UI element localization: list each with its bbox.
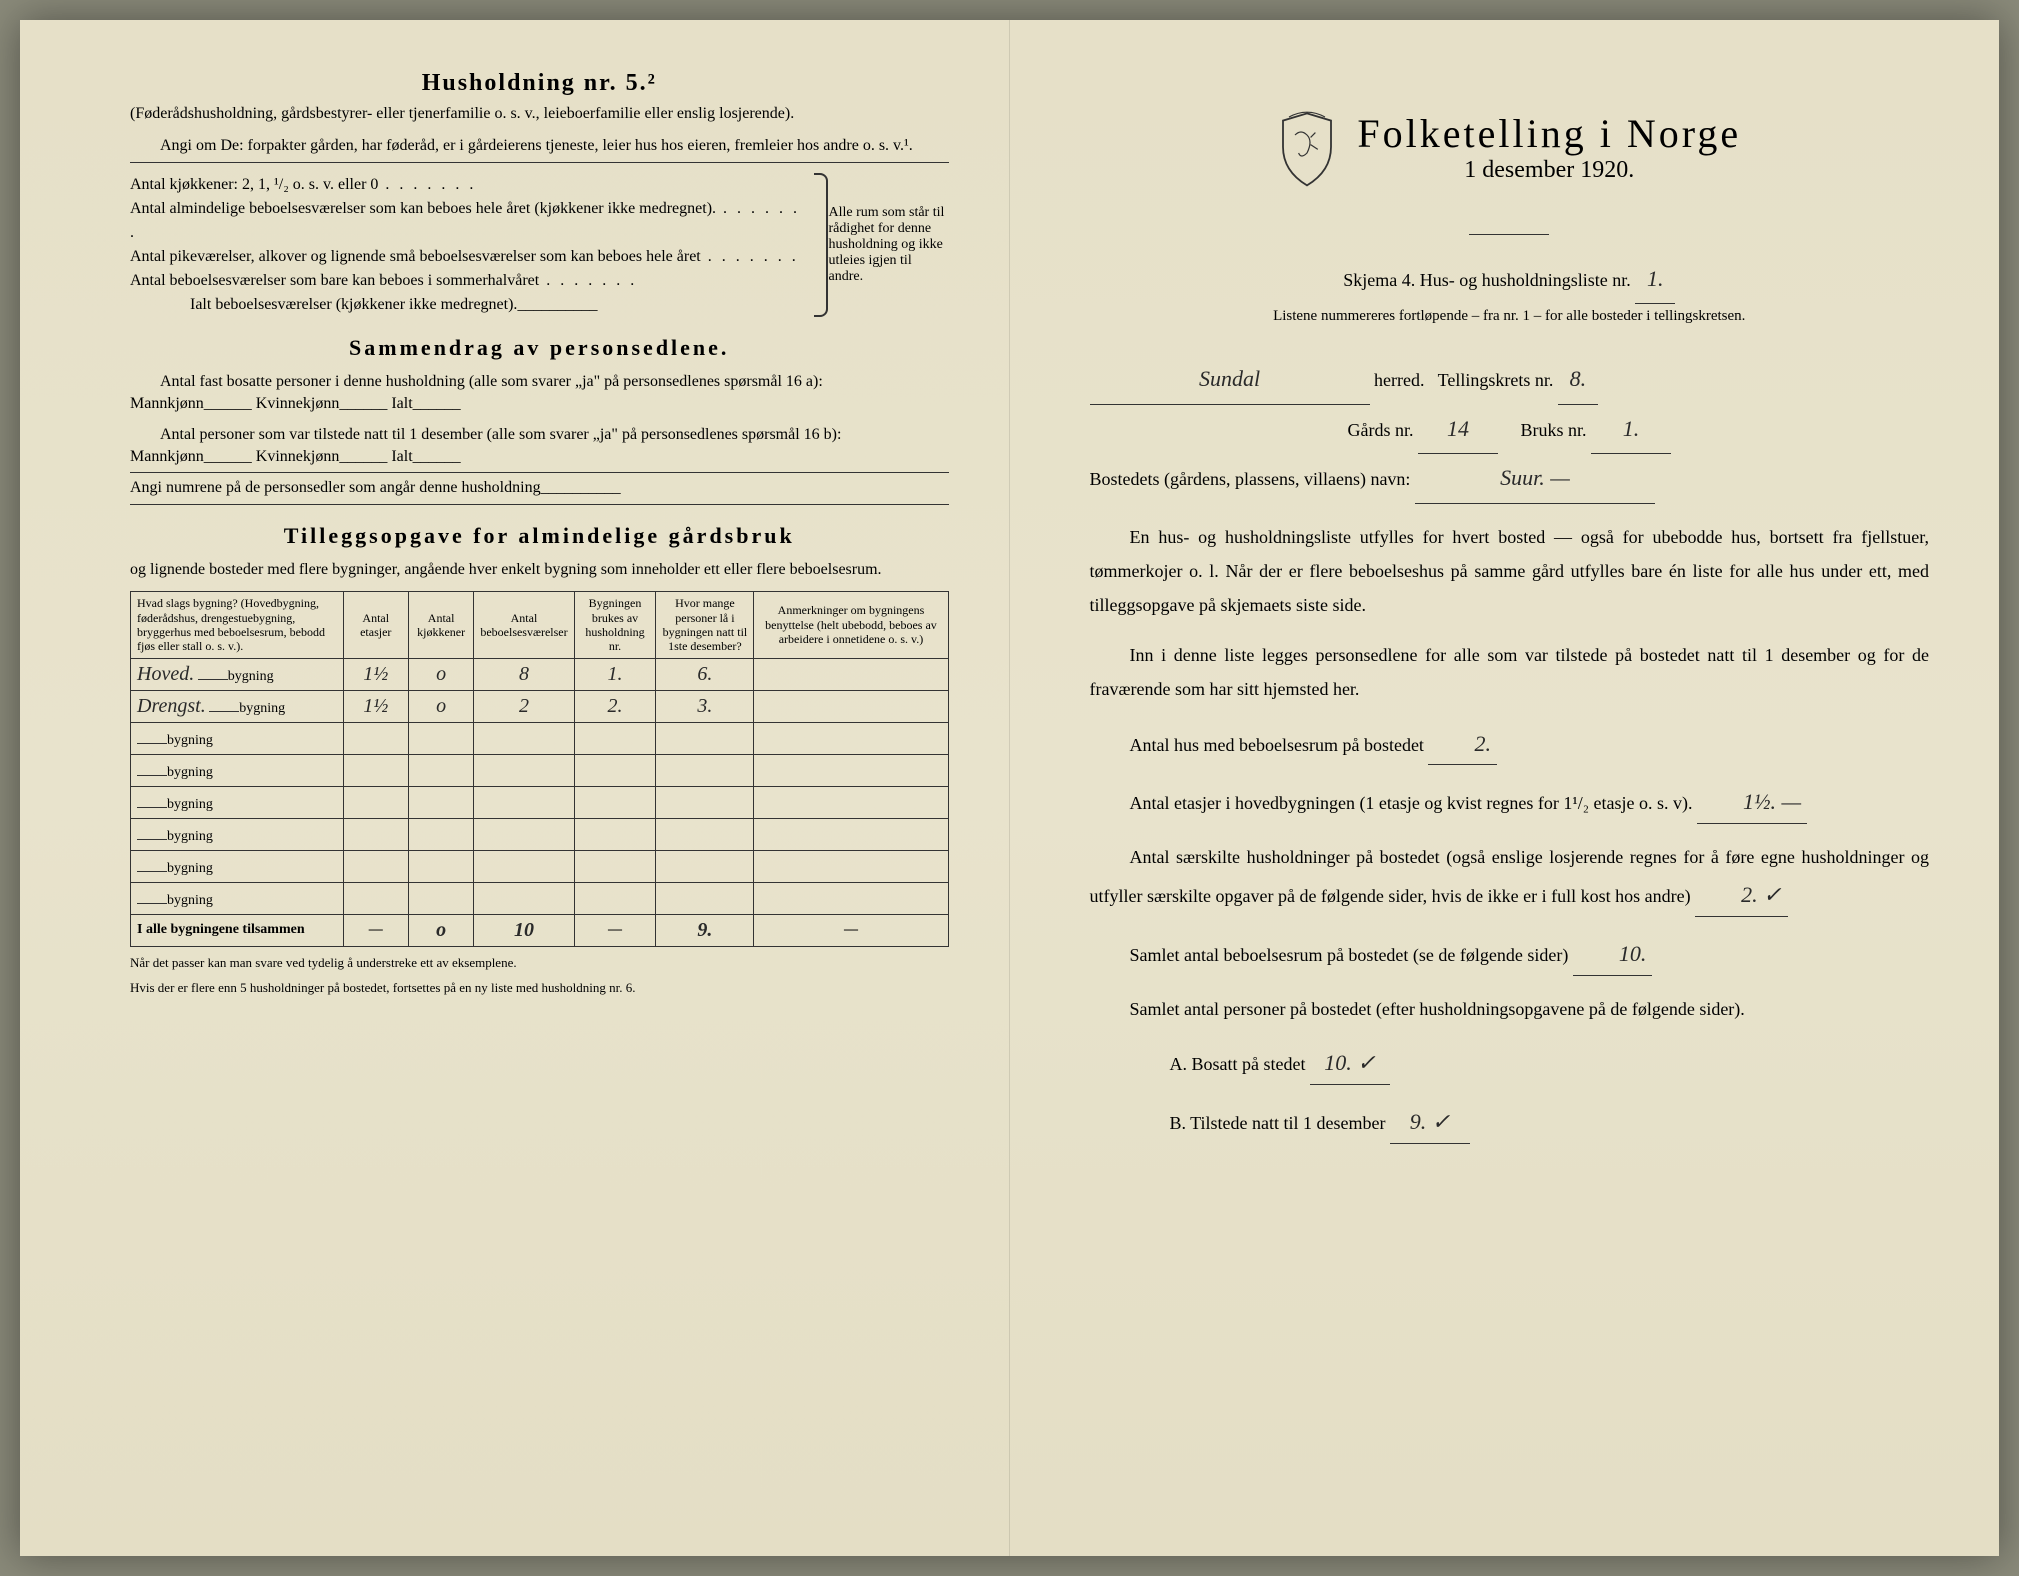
footer-remarks: — — [754, 914, 948, 946]
tellingskrets-nr: 8. — [1558, 355, 1598, 404]
qB: B. Tilstede natt til 1 desember 9. ✓ — [1090, 1101, 1930, 1144]
footer-label: I alle bygningene tilsammen — [131, 914, 344, 946]
q1-val: 2. — [1428, 723, 1497, 766]
room-line-2: Antal pikeværelser, alkover og lignende … — [130, 245, 809, 269]
table-row: bygning — [131, 882, 949, 914]
skjema-line: Skjema 4. Hus- og husholdningsliste nr. … — [1090, 255, 1930, 304]
q4: Samlet antal beboelsesrum på bostedet (s… — [1090, 933, 1930, 976]
table-row: bygning — [131, 754, 949, 786]
tillegg-title: Tilleggsopgave for almindelige gårdsbruk — [130, 523, 949, 549]
qB-val: 9. ✓ — [1390, 1101, 1470, 1144]
para1: En hus- og husholdningsliste utfylles fo… — [1090, 520, 1930, 623]
table-row: Hoved. bygning 1½ o 8 1. 6. — [131, 658, 949, 690]
herred-name: Sundal — [1090, 355, 1370, 404]
q4-val: 10. — [1573, 933, 1653, 976]
footnote-2: Hvis der er flere enn 5 husholdninger på… — [130, 980, 949, 997]
right-page: Folketelling i Norge 1 desember 1920. Sk… — [1010, 20, 2000, 1556]
footer-etasjer: — — [343, 914, 408, 946]
q5: Samlet antal personer på bostedet (efter… — [1090, 992, 1930, 1026]
angi-numrene: Angi numrene på de personsedler som angå… — [130, 477, 949, 499]
th-0: Hvad slags bygning? (Hovedbygning, føder… — [131, 592, 344, 659]
divider — [130, 472, 949, 473]
th-5: Hvor mange personer lå i bygningen natt … — [656, 592, 754, 659]
table-row: Drengst. bygning 1½ o 2 2. 3. — [131, 690, 949, 722]
sammendrag-title: Sammendrag av personsedlene. — [130, 335, 949, 361]
room-line-1: Antal almindelige beboelsesværelser som … — [130, 197, 809, 245]
divider — [130, 162, 949, 163]
bosted-name: Suur. — — [1415, 454, 1655, 503]
th-4: Bygningen brukes av husholdning nr. — [574, 592, 656, 659]
main-title: Folketelling i Norge — [1357, 110, 1741, 157]
sub-date: 1 desember 1920. — [1357, 157, 1741, 184]
table-row: bygning — [131, 818, 949, 850]
qA-val: 10. ✓ — [1310, 1042, 1390, 1085]
th-6: Anmerkninger om bygningens benyttelse (h… — [754, 592, 948, 659]
brace-note: Alle rum som står til rådighet for denne… — [809, 173, 949, 317]
bygning-table: Hvad slags bygning? (Hovedbygning, føder… — [130, 591, 949, 947]
kitchen-line: Antal kjøkkener: 2, 1, ¹/₂ o. s. v. elle… — [130, 173, 809, 197]
listene-note: Listene nummereres fortløpende – fra nr.… — [1090, 308, 1930, 325]
footer-kjokken: o — [408, 914, 473, 946]
q2: Antal etasjer i hovedbygningen (1 etasje… — [1090, 781, 1930, 824]
room-line-3: Antal beboelsesværelser som bare kan beb… — [130, 269, 809, 293]
footer-hushold: — — [574, 914, 656, 946]
footer-persons: 9. — [656, 914, 754, 946]
q1: Antal hus med beboelsesrum på bostedet 2… — [1090, 723, 1930, 766]
ialt-line: Ialt beboelsesværelser (kjøkkener ikke m… — [130, 293, 809, 317]
angi-text: Angi om De: forpakter gården, har føderå… — [130, 135, 949, 157]
sammendrag-p1: Antal fast bosatte personer i denne hush… — [130, 371, 949, 416]
q2-val: 1½. — — [1697, 781, 1807, 824]
document-spread: Husholdning nr. 5.² (Føderådshusholdning… — [20, 20, 1999, 1556]
th-2: Antal kjøkkener — [408, 592, 473, 659]
footnote-1: Når det passer kan man svare ved tydelig… — [130, 955, 949, 972]
q3: Antal særskilte husholdninger på bostede… — [1090, 840, 1930, 917]
household-subtitle: (Føderådshusholdning, gårdsbestyrer- ell… — [130, 103, 949, 125]
q3-val: 2. ✓ — [1695, 874, 1787, 917]
coat-of-arms-icon — [1277, 110, 1337, 190]
rooms-block: Antal kjøkkener: 2, 1, ¹/₂ o. s. v. elle… — [130, 173, 949, 317]
title-block: Folketelling i Norge 1 desember 1920. — [1090, 110, 1930, 214]
household-title: Husholdning nr. 5.² — [130, 70, 949, 97]
table-row: bygning — [131, 786, 949, 818]
th-1: Antal etasjer — [343, 592, 408, 659]
para2: Inn i denne liste legges personsedlene f… — [1090, 638, 1930, 706]
th-3: Antal beboelsesværelser — [474, 592, 574, 659]
bruks-nr: 1. — [1591, 405, 1671, 454]
bosted-line: Bostedets (gårdens, plassens, villaens) … — [1090, 454, 1930, 503]
gards-nr: 14 — [1418, 405, 1498, 454]
tillegg-sub: og lignende bosteder med flere bygninger… — [130, 559, 949, 581]
table-row: bygning — [131, 850, 949, 882]
sammendrag-p2: Antal personer som var tilstede natt til… — [130, 424, 949, 469]
footer-rooms: 10 — [474, 914, 574, 946]
table-row: bygning — [131, 722, 949, 754]
herred-line: Sundal herred. Tellingskrets nr. 8. — [1090, 355, 1930, 404]
qA: A. Bosatt på stedet 10. ✓ — [1090, 1042, 1930, 1085]
divider — [130, 504, 949, 505]
skjema-nr: 1. — [1635, 255, 1675, 304]
gards-line: Gårds nr. 14 Bruks nr. 1. — [1090, 405, 1930, 454]
left-page: Husholdning nr. 5.² (Føderådshusholdning… — [20, 20, 1010, 1556]
divider — [1469, 234, 1549, 235]
